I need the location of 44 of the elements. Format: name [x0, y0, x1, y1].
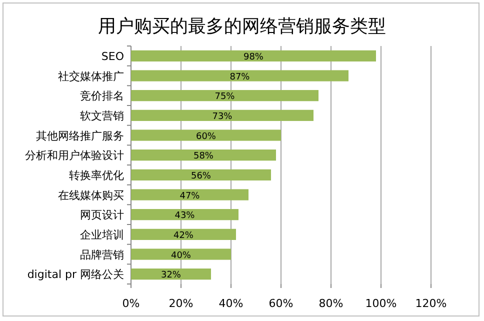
bar — [131, 209, 238, 220]
y-tick-label: 竞价排名 — [80, 90, 124, 103]
data-label: 47% — [180, 191, 200, 202]
data-label: 42% — [173, 230, 194, 241]
y-tick-label: 社交媒体推广 — [58, 70, 124, 83]
y-tick-label: 品牌营销 — [80, 248, 124, 262]
data-label: 58% — [193, 152, 214, 162]
bar — [131, 130, 281, 141]
bar — [131, 169, 271, 180]
data-label: 73% — [212, 112, 233, 122]
data-label: 60% — [196, 132, 216, 142]
data-label: 43% — [174, 211, 196, 222]
y-tick-label: 转换率优化 — [69, 168, 124, 182]
data-label: 98% — [243, 52, 264, 62]
bar — [131, 268, 211, 280]
y-tick-label: 在线媒体购买 — [58, 188, 124, 202]
y-tick-label: 软文营销 — [80, 109, 124, 122]
bar — [131, 70, 348, 82]
y-tick-label: digital pr 网络公关 — [27, 268, 124, 282]
y-tick-label: SEO — [101, 50, 124, 63]
x-tick-label: 80% — [318, 297, 344, 310]
chart-title: 用户购买的最多的网络营销服务类型 — [98, 16, 386, 37]
bar — [131, 228, 236, 240]
data-label: 75% — [214, 92, 236, 102]
y-tick-label: 其他网络推广服务 — [36, 129, 124, 142]
x-tick-label: 40% — [218, 297, 244, 310]
y-tick-label: 分析和用户体验设计 — [25, 149, 124, 162]
bar — [131, 189, 248, 200]
y-tick-label: 企业培训 — [80, 228, 124, 242]
bar — [131, 50, 376, 62]
bar — [131, 110, 314, 121]
x-tick-label: 20% — [168, 297, 194, 310]
x-tick-label: 100% — [365, 297, 397, 310]
x-tick-label: 0% — [122, 297, 140, 310]
bar — [131, 150, 276, 161]
x-tick-label: 120% — [415, 297, 447, 310]
data-label: 40% — [170, 250, 192, 261]
bar — [131, 90, 318, 102]
data-label: 87% — [230, 72, 250, 82]
data-label: 32% — [160, 270, 182, 281]
x-tick-label: 60% — [268, 297, 294, 310]
y-tick-label: 网页设计 — [80, 208, 124, 222]
bar — [131, 248, 231, 260]
data-label: 56% — [190, 171, 212, 182]
